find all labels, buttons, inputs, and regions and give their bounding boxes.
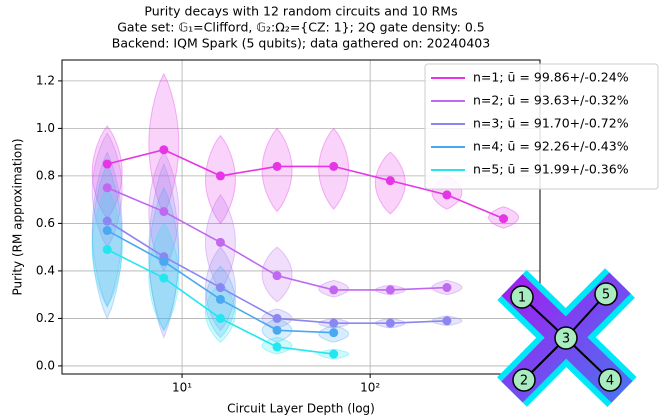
mean-point	[499, 214, 509, 224]
mean-point	[272, 313, 282, 323]
mean-point	[272, 342, 282, 352]
y-tick-label: 0.8	[36, 168, 55, 182]
topology-node-label: 1	[518, 291, 526, 306]
y-tick-label: 0.6	[36, 216, 55, 230]
mean-point	[215, 171, 225, 181]
mean-point	[159, 273, 169, 283]
topology-node	[594, 282, 618, 306]
y-tick-label: 0.2	[36, 311, 55, 325]
mean-point	[329, 161, 339, 171]
mean-point	[329, 318, 339, 328]
y-axis-label: Purity (RM approximation)	[11, 138, 25, 295]
mean-point	[102, 159, 112, 169]
mean-point	[442, 190, 452, 200]
topology-node	[554, 326, 578, 350]
plot-frame	[61, 59, 541, 375]
topology-node	[512, 368, 536, 392]
legend-box	[424, 63, 659, 190]
mean-point	[385, 176, 395, 186]
mean-point	[215, 313, 225, 323]
chart-title: Backend: IQM Spark (5 qubits); data gath…	[112, 36, 490, 51]
legend-label: n=3; ū = 91.70+/-0.72%	[473, 116, 629, 131]
mean-point	[272, 325, 282, 335]
mean-point	[272, 271, 282, 281]
x-axis-label: Circuit Layer Depth (log)	[227, 402, 375, 416]
mean-point	[385, 285, 395, 295]
chart-title: Gate set: 𝔾₁=Clifford, 𝔾₂:Ω₂={CZ: 1}; 2Q…	[117, 20, 484, 35]
topology-node	[510, 285, 534, 309]
mean-point	[329, 285, 339, 295]
mean-point	[159, 256, 169, 266]
mean-point	[215, 294, 225, 304]
mean-point	[385, 318, 395, 328]
y-tick-label: 0.4	[36, 263, 55, 277]
mean-point	[442, 316, 452, 326]
topology-icon: 1 2 3 4 5	[497, 268, 637, 408]
topology-node	[598, 368, 622, 392]
mean-point	[102, 183, 112, 193]
mean-point	[329, 328, 339, 338]
mean-point	[215, 237, 225, 247]
violin	[148, 162, 180, 339]
mean-point	[102, 245, 112, 255]
y-tick-label: 1.2	[36, 73, 55, 87]
violin	[148, 72, 180, 216]
topology-node-label: 5	[602, 288, 610, 303]
violin	[204, 282, 236, 343]
plot-area	[62, 60, 540, 374]
chart-title: Purity decays with 12 random circuits an…	[144, 4, 457, 19]
mean-point	[442, 283, 452, 293]
topology-node-label: 2	[520, 374, 528, 389]
fit-line	[107, 148, 504, 220]
legend: n=1; ū = 99.86+/-0.24% n=2; ū = 93.63+/-0…	[424, 63, 659, 190]
topology-node-label: 4	[606, 374, 614, 389]
mean-point	[329, 349, 339, 359]
x-tick-label: 10¹	[172, 381, 192, 395]
y-tick-label: 0.0	[36, 358, 55, 372]
legend-label: n=1; ū = 99.86+/-0.24%	[473, 70, 629, 85]
mean-point	[159, 145, 169, 155]
violin	[91, 125, 123, 220]
mean-point	[102, 226, 112, 236]
topology-node-label: 3	[562, 332, 570, 347]
mean-point	[215, 283, 225, 293]
x-tick-label: 10²	[360, 381, 380, 395]
mean-point	[102, 216, 112, 226]
legend-label: n=4; ū = 92.26+/-0.43%	[473, 139, 629, 154]
mean-point	[159, 207, 169, 217]
legend-label: n=2; ū = 93.63+/-0.32%	[473, 93, 629, 108]
mean-point	[272, 161, 282, 171]
legend-label: n=5; ū = 91.99+/-0.36%	[473, 162, 629, 177]
y-tick-label: 1.0	[36, 121, 55, 135]
